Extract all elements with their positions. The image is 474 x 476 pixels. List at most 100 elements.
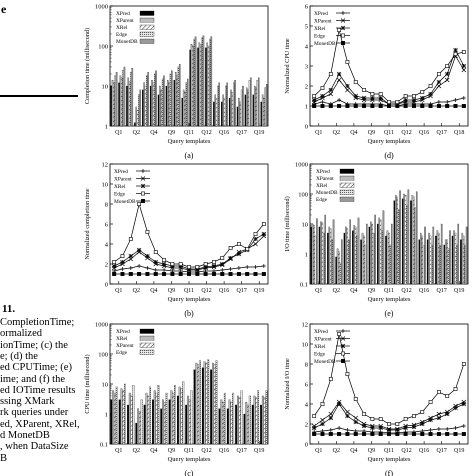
point-b-4-0 bbox=[112, 271, 117, 276]
bar-e-1-10 bbox=[395, 195, 397, 285]
bar-a-3-16 bbox=[240, 89, 243, 127]
caption-line: ed, XParent, XRel, bbox=[0, 418, 80, 430]
bar-a-1-18 bbox=[253, 85, 256, 127]
bar-c-3-10 bbox=[198, 360, 201, 445]
bar-a-4-18 bbox=[258, 77, 260, 127]
bar-e-3-17 bbox=[456, 244, 458, 285]
x-tick-label: Q11 bbox=[384, 288, 394, 294]
bar-e-4-7 bbox=[374, 214, 376, 285]
y-tick-label: 2 bbox=[305, 84, 308, 91]
point-b-0-4 bbox=[145, 266, 150, 270]
bar-a-3-17 bbox=[248, 80, 251, 127]
x-tick-label: Q19 bbox=[254, 448, 264, 454]
y-tick-label: 4 bbox=[105, 242, 109, 249]
bar-c-2-7 bbox=[172, 392, 175, 445]
bar-e-0-12 bbox=[410, 200, 412, 285]
legend-marker bbox=[341, 329, 345, 333]
x-tick-label: Q19 bbox=[254, 130, 264, 136]
point-b-3-6 bbox=[162, 258, 166, 262]
legend-label: MonetDB bbox=[114, 199, 136, 205]
bar-a-2-10 bbox=[192, 45, 194, 127]
y-tick-label: 4 bbox=[305, 402, 309, 409]
bar-e-4-18 bbox=[465, 226, 468, 285]
y-tick-label: 0 bbox=[105, 282, 108, 289]
bar-c-1-5 bbox=[153, 390, 156, 445]
bar-e-2-12 bbox=[413, 196, 415, 285]
point-b-3-15 bbox=[236, 242, 241, 246]
bar-e-1-2 bbox=[328, 226, 330, 285]
bar-a-1-16 bbox=[238, 97, 240, 127]
bar-a-1-0 bbox=[111, 80, 114, 127]
x-tick-label: Q18 bbox=[454, 130, 464, 136]
bar-e-4-12 bbox=[415, 191, 418, 285]
y-tick-label: 10 bbox=[302, 342, 309, 349]
point-b-3-3 bbox=[137, 202, 142, 206]
bar-a-2-2 bbox=[128, 81, 131, 127]
y-tick-label: 0.1 bbox=[100, 442, 108, 449]
bar-c-3-18 bbox=[265, 390, 268, 445]
bar-a-2-9 bbox=[184, 92, 186, 127]
point-f-4-13 bbox=[420, 431, 425, 436]
x-tick-label: Q4 bbox=[150, 288, 157, 294]
point-f-1-4 bbox=[345, 409, 350, 415]
chart-c-svg: 0.1 1 10 100 1000 CPU time (millisecond) Q1 Q2 Q… bbox=[84, 322, 269, 476]
bar-c-2-16 bbox=[247, 404, 249, 445]
point-b-4-17 bbox=[253, 271, 258, 276]
bar-e-2-14 bbox=[429, 235, 432, 285]
bar-a-1-2 bbox=[127, 77, 129, 127]
legend-label: XRel bbox=[114, 184, 126, 190]
bar-c-1-11 bbox=[203, 361, 206, 445]
bar-e-0-13 bbox=[418, 239, 421, 285]
point-f-2-9 bbox=[386, 427, 392, 433]
bar-c-2-14 bbox=[230, 401, 233, 445]
bar-c-0-18 bbox=[260, 404, 262, 445]
legend-marker bbox=[140, 183, 146, 189]
bar-e-1-8 bbox=[378, 217, 380, 285]
chart-e-svg: 0.1 1 10 100 1000 I/O time (millisecond) Q1 Q2 Q… bbox=[284, 162, 469, 318]
point-b-2-2 bbox=[128, 253, 134, 259]
bar-a-0-13 bbox=[213, 101, 215, 127]
bar-e-2-8 bbox=[379, 219, 382, 285]
caption-line: ed IOTime results bbox=[0, 384, 76, 396]
bar-a-3-5 bbox=[154, 73, 156, 127]
bar-a-3-19 bbox=[264, 87, 267, 127]
point-f-2-12 bbox=[411, 424, 417, 430]
y-tick-label: 10 bbox=[102, 382, 109, 389]
point-d-0-3 bbox=[337, 98, 342, 102]
bar-a-2-6 bbox=[160, 89, 162, 127]
legend-label: XPred bbox=[314, 329, 328, 335]
point-b-0-14 bbox=[228, 267, 233, 271]
x-axis-label: Query templates bbox=[368, 296, 411, 303]
bar-e-0-7 bbox=[368, 226, 371, 285]
point-d-0-17 bbox=[453, 98, 458, 102]
point-d-2-12 bbox=[411, 97, 417, 103]
bar-c-2-10 bbox=[197, 364, 200, 445]
bar-a-3-18 bbox=[256, 80, 259, 127]
point-f-0-2 bbox=[328, 428, 333, 432]
bar-e-4-1 bbox=[324, 214, 326, 285]
chart-caption: (e) bbox=[385, 309, 394, 318]
y-tick-label: 12 bbox=[302, 322, 309, 329]
bar-a-2-19 bbox=[263, 97, 265, 127]
bar-c-0-17 bbox=[251, 404, 254, 445]
x-tick-label: Q11 bbox=[384, 448, 394, 454]
y-tick-label: 2 bbox=[305, 422, 308, 429]
bar-e-3-3 bbox=[339, 262, 342, 285]
point-d-4-3 bbox=[337, 103, 342, 108]
y-axis-label: I/O time (millisecond) bbox=[284, 196, 291, 251]
x-tick-label: Q11 bbox=[184, 288, 194, 294]
bar-c-1-9 bbox=[187, 395, 189, 445]
bar-c-1-3 bbox=[137, 408, 140, 445]
bar-c-2-17 bbox=[255, 397, 258, 445]
y-tick-label: 1000 bbox=[295, 162, 308, 169]
series-line-d-2 bbox=[314, 49, 465, 105]
x-axis-label: Query templates bbox=[168, 456, 211, 463]
chart-caption: (d) bbox=[384, 151, 394, 160]
bar-a-1-10 bbox=[190, 44, 193, 127]
bar-e-0-10 bbox=[393, 200, 396, 285]
bar-a-1-1 bbox=[119, 75, 122, 127]
plot-frame bbox=[309, 323, 469, 445]
bar-e-0-2 bbox=[327, 232, 329, 285]
legend-marker bbox=[341, 41, 346, 46]
bar-c-0-11 bbox=[201, 367, 204, 445]
